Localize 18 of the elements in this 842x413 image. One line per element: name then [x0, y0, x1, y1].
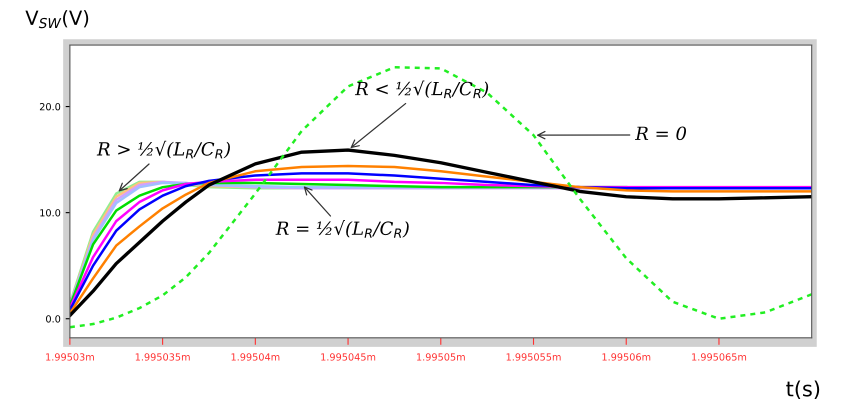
annotation: R = ½√(L$_{R}$/C$_{R}$) [276, 220, 409, 238]
y-tick-label: 10.0 [40, 209, 60, 216]
annotation: R > ½√(L$_{R}$/C$_{R}$) [96, 140, 230, 158]
x-tick-label: 1.995065m [692, 353, 746, 361]
x-tick-label: 1.99505m [417, 353, 465, 361]
y-axis-title: V$_{SW}$(V) [25, 10, 88, 28]
annotation: R < ½√(L$_{R}$/C$_{R}$) [354, 80, 488, 98]
line-series [70, 66, 812, 328]
x-tick-label: 1.995045m [321, 353, 376, 361]
x-tick-label: 1.995055m [506, 353, 561, 361]
x-tick-label: 1.99504m [232, 353, 280, 361]
y-tick-label: 0.0 [46, 315, 60, 323]
x-tick-label: 1.995035m [136, 353, 190, 361]
x-tick-label: 1.99503m [46, 353, 94, 361]
x-axis-title: t(s) [786, 380, 820, 400]
x-tick-label: 1.99506m [602, 353, 650, 361]
y-tick-label: 20.0 [40, 103, 60, 110]
annotation: R = 0 [634, 126, 686, 140]
